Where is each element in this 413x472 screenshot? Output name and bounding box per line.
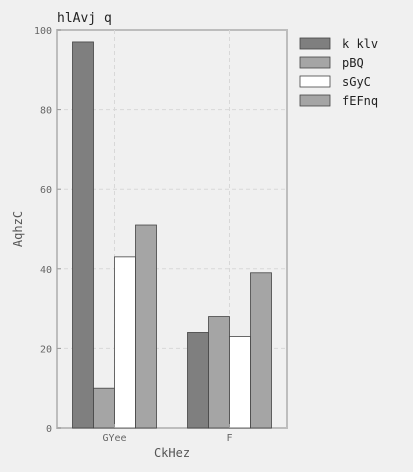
x-ticks: GYee F [102, 424, 233, 444]
y-ticks: 0 20 40 60 80 100 [34, 26, 61, 435]
legend: k klv pBQ sGyC fEFnq [299, 37, 378, 108]
bars [72, 41, 272, 429]
legend-swatch [299, 56, 331, 69]
bar-pBQ-F [208, 316, 230, 429]
y-tick-label: 60 [40, 185, 52, 196]
bar-sGyC-GYee [114, 256, 136, 429]
legend-swatch [299, 37, 331, 50]
legend-swatch [299, 94, 331, 107]
bar-fEFnq-F [250, 272, 272, 429]
x-tick-label: GYee [102, 433, 126, 444]
x-tick-label: F [226, 433, 232, 444]
y-tick-label: 80 [40, 106, 52, 117]
chart-title: hlAvj q [57, 11, 112, 26]
y-tick-label: 40 [40, 265, 52, 276]
y-tick-label: 100 [34, 26, 52, 37]
y-tick-label: 0 [46, 424, 52, 435]
legend-label: pBQ [342, 56, 364, 70]
legend-label: fEFnq [342, 94, 378, 108]
bar-k-klv-F [187, 332, 209, 429]
x-axis-label: CkHez [154, 446, 190, 460]
legend-label: sGyC [342, 75, 371, 89]
bar-sGyC-F [229, 336, 251, 429]
y-axis-label: AqhzC [11, 211, 25, 247]
legend-label: k klv [342, 37, 378, 51]
bar-fEFnq-GYee [135, 224, 157, 429]
y-tick-label: 20 [40, 344, 52, 355]
bar-k-klv-GYee [72, 41, 94, 429]
legend-swatch [299, 75, 331, 88]
bar-pBQ-GYee [93, 387, 115, 429]
